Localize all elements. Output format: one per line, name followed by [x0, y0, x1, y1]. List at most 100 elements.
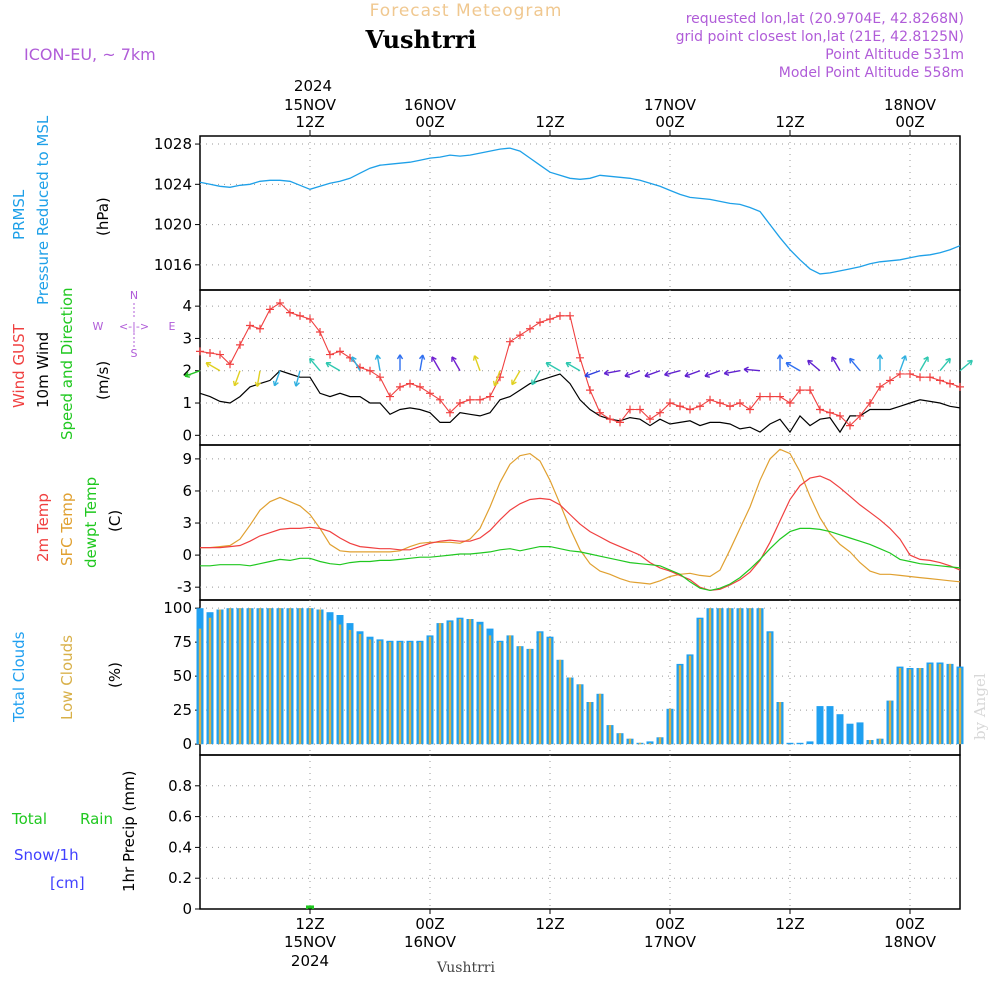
low-cloud-bar [408, 642, 412, 745]
temperature-ytick-label: -3 [177, 578, 192, 596]
wind-direction-arrow [831, 356, 841, 372]
gust-marker [756, 392, 764, 401]
low-cloud-bar [738, 608, 742, 745]
low-cloud-bar [218, 609, 222, 745]
pressure-frame [199, 135, 961, 291]
gust-marker [676, 402, 684, 411]
model-label: ICON-EU, ~ 7km [24, 45, 156, 64]
gust-marker [466, 395, 474, 404]
top-year-label: 2024 [294, 77, 332, 95]
gust-marker [796, 386, 804, 395]
wind-direction-arrowhead [644, 371, 651, 378]
total-cloud-bar [806, 741, 814, 745]
gust-marker [576, 353, 584, 362]
wind-direction-arrowhead [945, 357, 951, 364]
wind-panel-labels: Wind GUST 10m Wind Speed and Direction (… [10, 287, 176, 440]
wind-direction-arrow [785, 362, 801, 372]
wind-direction-arrowhead [664, 370, 670, 377]
bottom-axis-date: 17NOV [644, 933, 697, 951]
pressure-label-prmsl: PRMSL [10, 189, 28, 240]
gust-marker [286, 308, 294, 317]
low-cloud-bar [918, 668, 922, 745]
gust-marker [566, 311, 574, 320]
precipitation-ytick-label: 0.8 [168, 777, 192, 795]
wind-direction-arrowhead [431, 356, 437, 362]
gust-marker [936, 376, 944, 385]
watermark: by Angel [971, 673, 989, 740]
gust-marker [406, 379, 414, 388]
gust-marker [536, 318, 544, 327]
compass-w: W [93, 320, 104, 333]
top-axis-hour: 00Z [415, 113, 444, 131]
wind-direction-arrowhead [451, 356, 457, 362]
low-cloud-bar [448, 621, 452, 745]
chart-title: Forecast Meteogram [370, 1, 563, 21]
temperature-frame [199, 444, 961, 601]
top-axis-date: 15NOV [284, 96, 337, 114]
wind-unit: (m/s) [94, 361, 112, 400]
gust-marker [426, 389, 434, 398]
gust-marker [826, 408, 834, 417]
low-cloud-bar [278, 608, 282, 745]
low-cloud-bar [608, 725, 612, 745]
temperature-ytick-label: 6 [182, 482, 192, 500]
compass-s: S [131, 347, 138, 360]
total-cloud-bar [846, 723, 854, 745]
gust-marker [336, 347, 344, 356]
top-axis-hour: 12Z [295, 113, 324, 131]
low-cloud-bar [518, 646, 522, 745]
wind-direction-arrow [849, 358, 861, 372]
gust-marker [886, 376, 894, 385]
wind-direction-arrow [899, 355, 907, 371]
gust-marker [606, 415, 614, 424]
gust-marker [696, 402, 704, 411]
pressure-label-msl: Pressure Reduced to MSL [34, 115, 52, 305]
compass-rose: N S W E <-|-> [93, 289, 176, 360]
low-cloud-bar [718, 608, 722, 745]
wind-direction-arrow [545, 362, 561, 372]
total-cloud-bar [816, 706, 824, 745]
gust-marker [846, 421, 854, 430]
wind-direction-arrowhead [545, 361, 552, 368]
gust-marker [506, 337, 514, 346]
wind-direction-arrowhead [272, 380, 279, 387]
location-title: Vushtrri [365, 25, 477, 54]
gust-marker [246, 321, 254, 330]
grid-point-lonlat: grid point closest lon,lat (21E, 42.8125… [676, 29, 964, 45]
gust-marker [236, 340, 244, 349]
low-cloud-bar [388, 642, 392, 745]
gust-marker [256, 324, 264, 333]
low-cloud-bar [438, 623, 442, 745]
wind-direction-arrowhead [492, 380, 499, 387]
wind-direction-arrow [531, 370, 541, 385]
wind-direction-arrow [704, 370, 721, 377]
wind-direction-arrow [351, 356, 361, 372]
gust-marker [786, 399, 794, 408]
wind-direction-arrowhead [565, 361, 572, 368]
wind-direction-arrowhead [309, 357, 315, 364]
low-cloud-bar [568, 677, 572, 745]
low-cloud-bar [648, 742, 652, 745]
pressure-line [199, 147, 961, 275]
point-altitude: Point Altitude 531m [825, 47, 964, 63]
top-axis-hour: 12Z [535, 113, 564, 131]
low-cloud-bar [358, 634, 362, 745]
wind-direction-arrow [624, 370, 641, 377]
low-cloud-bar [468, 619, 472, 745]
precipitation-frame [199, 754, 961, 910]
wind-direction-arrow [233, 370, 241, 387]
low-cloud-bar [668, 708, 672, 745]
gust-marker [316, 327, 324, 336]
temp-unit: (C) [106, 510, 124, 532]
wind-direction-arrowhead [876, 354, 884, 360]
low-cloud-bar [578, 684, 582, 745]
wind-direction-arrow [273, 370, 281, 387]
gust-marker [616, 418, 624, 427]
chart-panels: 1016 1020 1024 1028 0 1 2 3 4 -3 0 3 6 9 0 25 50 75 100 0 0.… [154, 135, 973, 918]
wind-direction-arrowhead [396, 354, 404, 360]
wind-direction-arrowhead [511, 379, 517, 386]
clouds-ytick-label: 0 [182, 735, 192, 753]
gust-marker [946, 379, 954, 388]
gust-marker [856, 411, 864, 420]
wind-ytick-label: 0 [182, 426, 192, 444]
